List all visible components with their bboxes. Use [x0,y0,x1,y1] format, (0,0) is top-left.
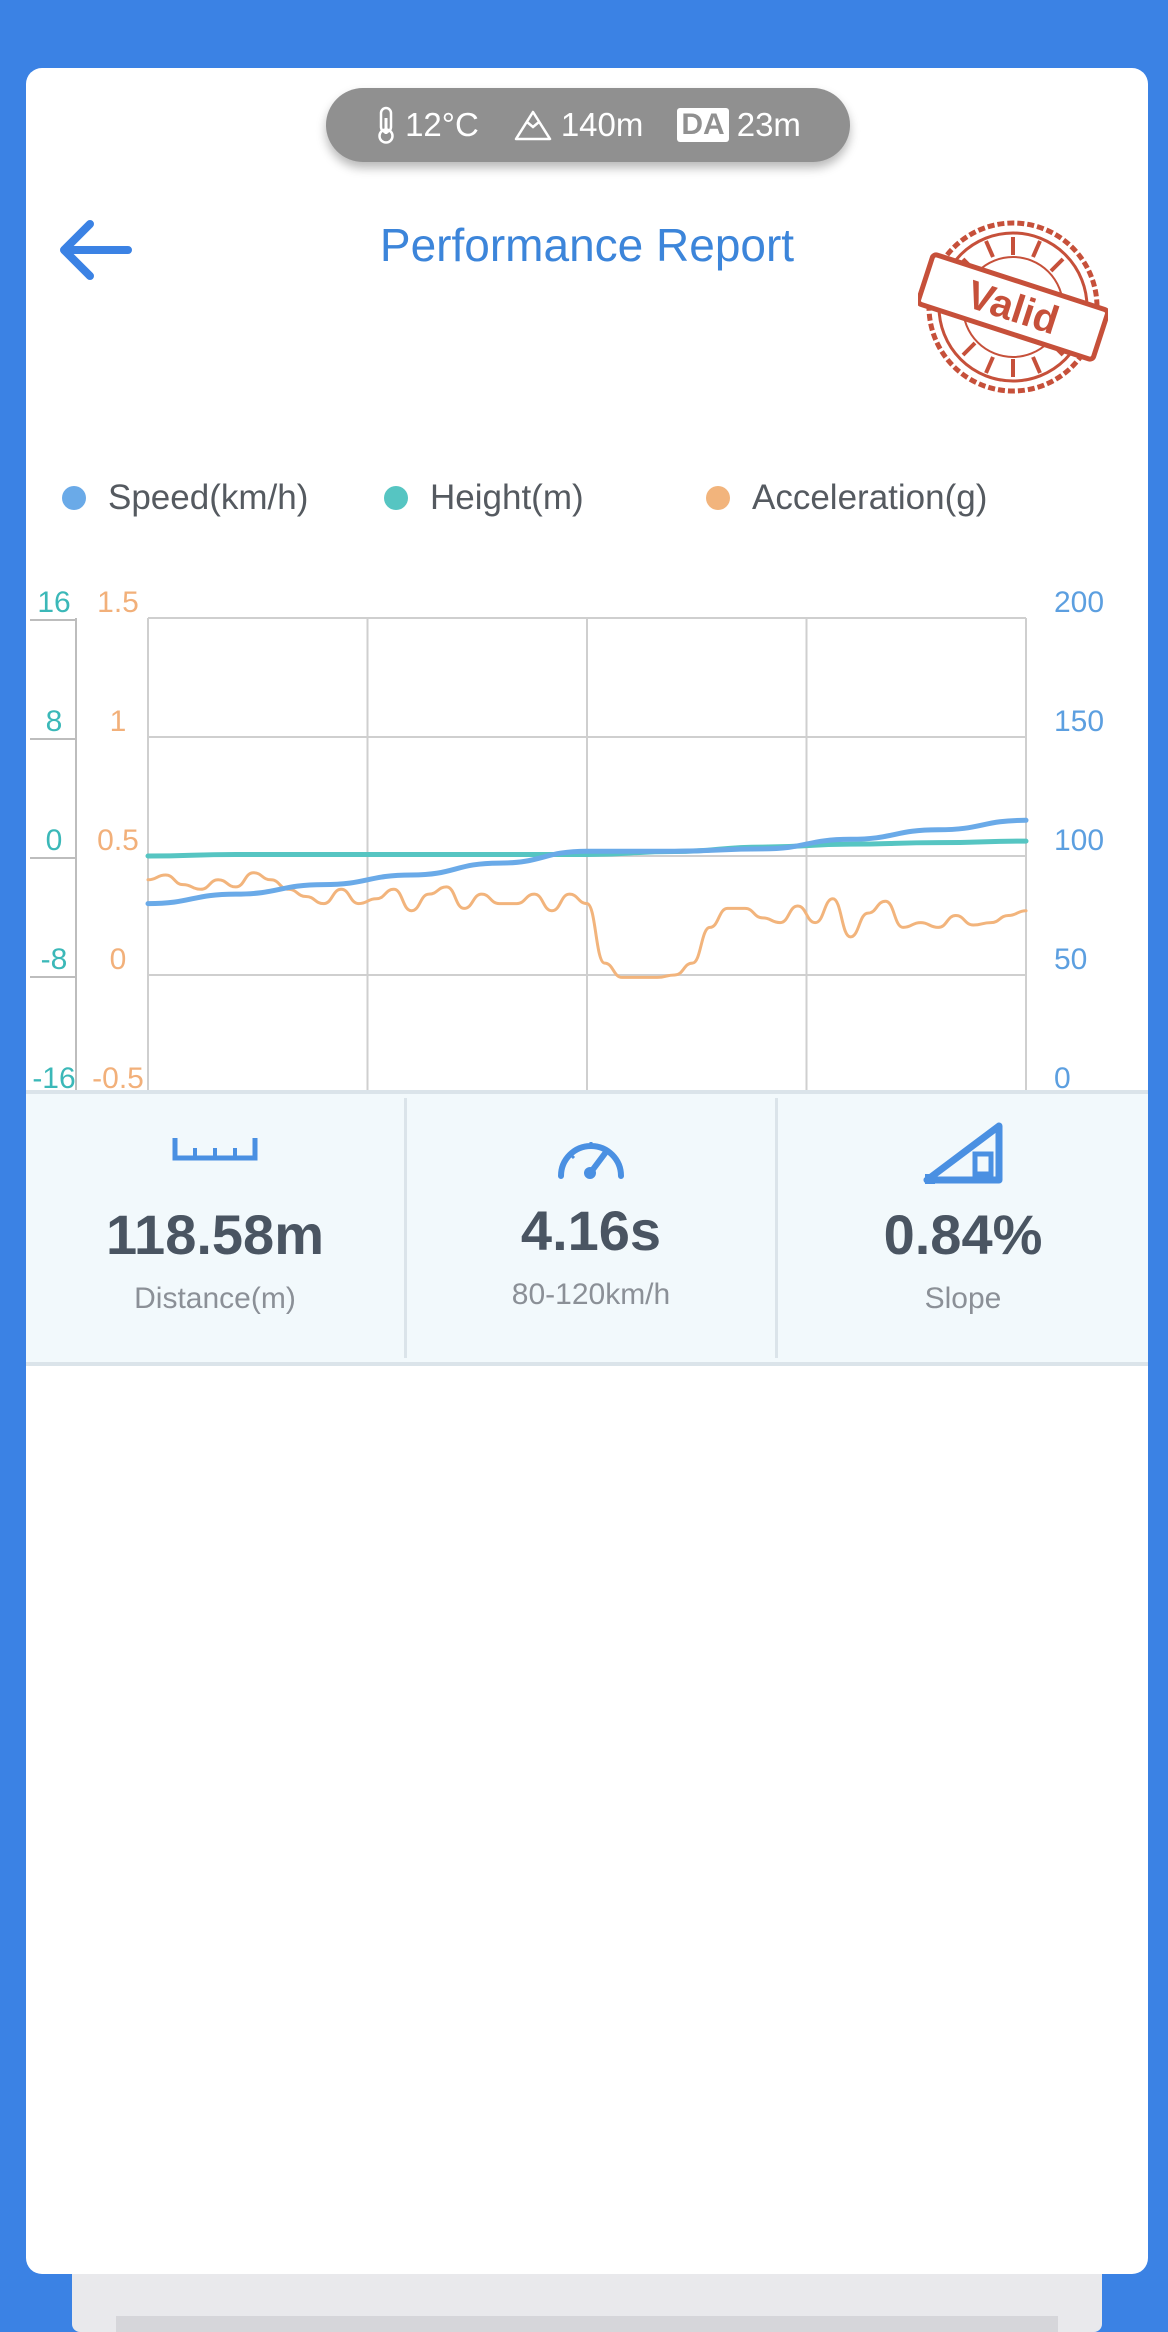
conditions-pill: 12°C 140m DA 23m [326,88,850,162]
time-label: 80-120km/h [511,1278,671,1311]
distance-value: 118.58m [106,1203,324,1266]
acceleration-tick-label: 0.5 [97,824,139,857]
ruler-icon [172,1136,258,1167]
slope-value: 0.84% [883,1203,1043,1266]
back-arrow-icon [54,220,136,292]
height-tick-label: 16 [37,586,70,619]
stat-divider [404,1098,407,1358]
stat-divider [775,1098,778,1358]
thermometer-icon [375,106,397,144]
height-tick-label: 0 [46,824,63,857]
stats-panel: 118.58m Distance(m) 4.16s 80-120km/h [26,1090,1148,1366]
page-title: Performance Report [379,219,795,271]
acceleration-tick-label: 0 [110,943,127,976]
height-tick-label: -8 [41,943,68,976]
background-card-layer-2 [116,2316,1058,2332]
temperature-value: 12°C [405,106,479,143]
legend-label-speed: Speed(km/h) [108,478,309,517]
stat-distance: 118.58m Distance(m) [26,1094,404,1362]
slope-icon [923,1120,1003,1191]
distance-label: Distance(m) [134,1282,296,1315]
temperature-info: 12°C [375,106,479,144]
acceleration-series-line [146,871,1028,979]
chart-canvas: 16 8 0 -8 -16 1.5 1 0.5 0 -0.5 200 150 100 50 0 [30,586,1104,1097]
legend-item-height: Height(m) [384,478,584,518]
report-card: 12°C 140m DA 23m Performance Report [26,68,1148,2274]
acceleration-tick-label: 1 [110,705,127,738]
acceleration-tick-label: 1.5 [97,586,139,619]
speed-tick-label: 50 [1054,943,1087,976]
height-tick-label: 8 [46,705,63,738]
mountain-icon [513,108,553,142]
density-altitude-value: 23m [736,106,801,143]
legend-dot-acceleration [706,486,730,510]
speed-tick-label: 200 [1054,586,1104,619]
legend-dot-speed [62,486,86,510]
legend-item-speed: Speed(km/h) [62,478,308,518]
stat-time: 4.16s 80-120km/h [407,1094,775,1362]
legend-item-acceleration: Acceleration(g) [706,478,987,518]
legend-dot-height [384,486,408,510]
height-series-line [145,838,1029,859]
height-tick-label: -16 [32,1062,75,1095]
performance-chart: 16 8 0 -8 -16 1.5 1 0.5 0 -0.5 200 150 100 50 0 [26,558,1148,1123]
chart-legend: Speed(km/h) Height(m) Acceleration(g) [26,478,1148,528]
legend-label-height: Height(m) [430,478,584,517]
acceleration-tick-label: -0.5 [92,1062,144,1095]
speed-tick-label: 100 [1054,824,1104,857]
slope-label: Slope [924,1282,1002,1315]
da-badge-icon: DA [677,108,729,142]
time-value: 4.16s [520,1199,662,1262]
density-altitude-info: DA 23m [677,106,801,144]
altitude-info: 140m [513,106,644,144]
altitude-value: 140m [560,106,644,143]
valid-stamp: Valid [916,212,1110,402]
back-button[interactable] [54,212,136,288]
speed-series-line [145,817,1029,907]
stat-slope: 0.84% Slope [778,1094,1148,1362]
legend-label-acceleration: Acceleration(g) [752,478,988,517]
speed-tick-label: 150 [1054,705,1104,738]
speedometer-icon [554,1130,628,1185]
speed-tick-label: 0 [1054,1062,1071,1095]
